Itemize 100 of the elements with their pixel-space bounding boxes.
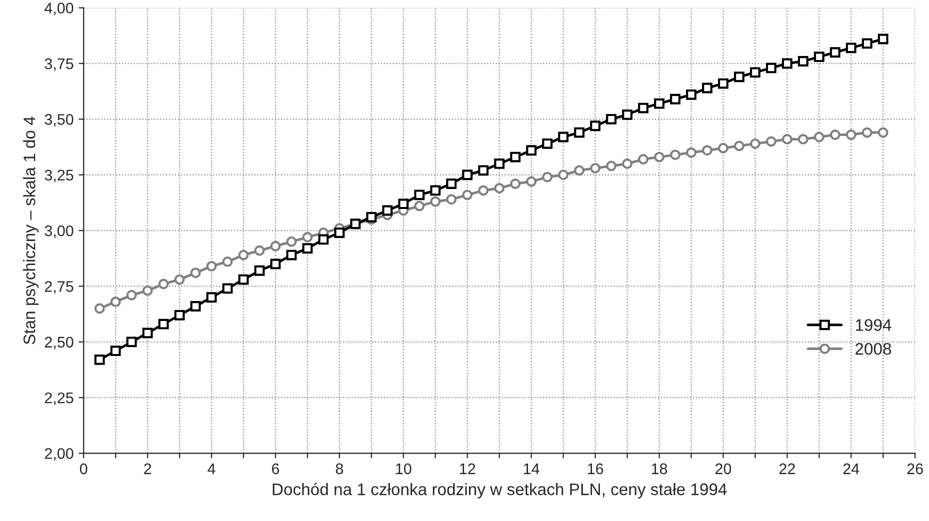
point	[702, 145, 712, 156]
point	[622, 158, 632, 169]
point	[286, 236, 297, 247]
point	[494, 158, 505, 169]
y-tick-label: 3,25	[44, 170, 74, 182]
point	[414, 190, 425, 200]
point	[382, 205, 393, 216]
point	[862, 38, 872, 49]
point	[590, 120, 600, 132]
legend-label: 1994	[856, 319, 892, 331]
point	[206, 260, 217, 272]
point	[254, 245, 265, 256]
point	[318, 234, 329, 245]
point	[238, 274, 249, 285]
point	[814, 132, 824, 142]
point	[862, 127, 872, 138]
point	[206, 292, 217, 303]
x-tick-label: 4	[208, 464, 216, 474]
point	[606, 160, 616, 172]
point	[238, 250, 249, 260]
point	[126, 290, 137, 300]
point	[686, 147, 696, 158]
point	[478, 185, 489, 196]
point	[638, 154, 648, 164]
x-tick-label: 2	[144, 463, 152, 474]
point	[478, 165, 489, 176]
x-tick-label: 0	[80, 463, 88, 474]
point	[270, 258, 281, 270]
point	[878, 127, 888, 138]
point	[830, 47, 840, 58]
y-tick-label: 2,75	[44, 281, 74, 294]
y-axis-title: Stan psychiczny – skala 1 do 4	[23, 116, 39, 344]
point	[718, 78, 728, 89]
legend-label: 2008	[856, 342, 892, 355]
point	[702, 82, 712, 94]
point	[766, 136, 776, 147]
y-tick-label: 2,00	[44, 448, 74, 461]
point	[766, 62, 776, 74]
point	[222, 256, 233, 267]
point	[334, 228, 345, 238]
point	[302, 243, 313, 254]
x-tick-label: 12	[460, 463, 476, 474]
point	[846, 42, 856, 54]
y-tick-label: 3,75	[44, 58, 74, 71]
point	[190, 301, 201, 312]
x-axis-title: Dochód na 1 członka rodziny w setkach PLN, ceny stałe 1994	[272, 482, 727, 499]
point	[606, 114, 616, 124]
point	[446, 178, 457, 189]
y-tick-label: 2,25	[44, 392, 74, 406]
point	[94, 303, 105, 314]
point	[734, 72, 744, 82]
point	[430, 185, 441, 196]
point	[222, 283, 233, 294]
x-tick-label: 26	[907, 463, 923, 474]
x-tick-label: 22	[779, 463, 795, 474]
point	[270, 240, 281, 252]
point	[446, 194, 457, 205]
point	[126, 336, 137, 348]
point	[750, 138, 760, 149]
x-tick-label: 10	[396, 463, 412, 474]
point	[190, 268, 201, 278]
point	[782, 58, 792, 69]
y-tick-label: 3,50	[44, 114, 74, 127]
point	[798, 134, 808, 144]
point	[638, 102, 648, 114]
point	[110, 296, 121, 308]
point	[254, 265, 265, 276]
point	[142, 285, 153, 296]
point	[158, 278, 169, 290]
point	[558, 170, 569, 180]
point	[110, 346, 121, 356]
point	[830, 130, 840, 140]
x-tick-label: 16	[588, 463, 604, 474]
x-tick-label: 20	[715, 463, 732, 474]
point	[846, 130, 856, 140]
point	[670, 94, 680, 104]
point	[878, 34, 888, 44]
point	[734, 140, 744, 152]
y-tick-label: 4,00	[44, 2, 74, 16]
point	[414, 200, 425, 212]
point	[558, 132, 569, 142]
point	[590, 162, 600, 174]
x-tick-label: 18	[652, 463, 668, 474]
x-tick-label: 24	[843, 463, 860, 474]
point	[782, 134, 792, 144]
point	[654, 152, 664, 162]
point	[750, 67, 760, 78]
point	[542, 138, 553, 149]
point	[686, 89, 696, 100]
point	[526, 176, 537, 187]
point	[718, 142, 728, 154]
y-tick-label: 3,00	[44, 225, 74, 238]
point	[542, 172, 553, 182]
y-tick-label: 2,50	[44, 336, 74, 350]
x-tick-label: 14	[524, 464, 540, 474]
point	[94, 354, 105, 365]
point	[494, 183, 505, 194]
x-tick-label: 8	[336, 463, 344, 474]
point	[798, 56, 808, 66]
point	[462, 170, 473, 180]
